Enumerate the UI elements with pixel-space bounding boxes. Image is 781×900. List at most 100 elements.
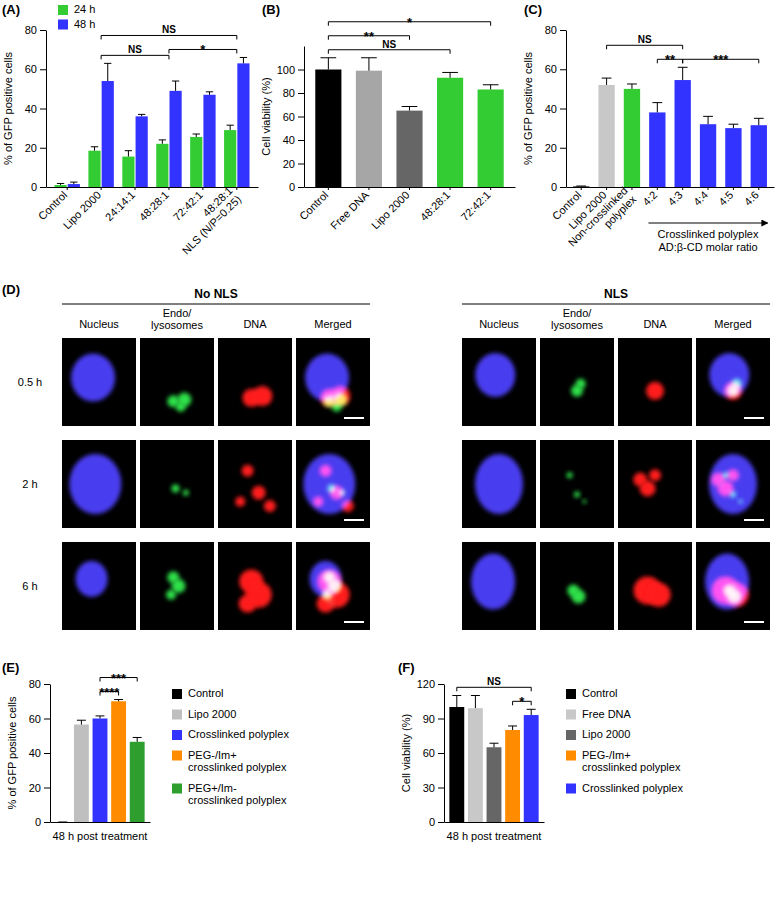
group-label-line: AD:β-CD molar ratio [658, 241, 757, 253]
error-cap [627, 83, 637, 84]
dna-stain [330, 486, 344, 500]
plot-marks [449, 696, 538, 823]
x-axis: ControlFree DNALipo 200048:28:172:42:1 [297, 187, 516, 232]
legend-swatch [172, 751, 182, 761]
y-tick: 0 [35, 816, 50, 828]
error-cap [159, 139, 166, 140]
micrograph-background [62, 440, 136, 528]
dna-stain [718, 480, 734, 496]
nucleus-stain [709, 454, 757, 514]
column-header: DNA [643, 318, 667, 330]
error-bar [175, 81, 176, 91]
error-cap [104, 63, 111, 64]
legend-swatch [58, 20, 68, 30]
micrograph-background [618, 542, 692, 630]
error-cap [227, 125, 234, 126]
legend-label-line: crosslinked polyplex [188, 794, 287, 806]
micrograph [696, 440, 770, 528]
x-tick: 48:28:1NLS (N/P=0.25) [171, 184, 243, 256]
significance-label: * [519, 694, 525, 709]
x-tick-label: 4:3 [666, 189, 685, 208]
y-tick-mark [438, 788, 444, 789]
y-tick: 60 [283, 111, 304, 123]
legend-label-line: Control [188, 687, 223, 699]
x-tick: 24:14:1 [103, 187, 137, 223]
column-header: Endo/lysosomes [551, 307, 603, 331]
y-tick-label: 20 [283, 158, 295, 170]
y-tick-label: 0 [31, 181, 37, 193]
bar [624, 89, 640, 187]
x-tick-mark [328, 187, 329, 190]
micrograph [296, 542, 370, 630]
error-cap [678, 67, 688, 68]
legend-label: PEG-/Im+crosslinked polyplex [582, 749, 681, 773]
x-tick-label: Control [36, 189, 70, 223]
bar [700, 124, 716, 187]
dna-stain [239, 595, 257, 613]
micrograph [218, 338, 292, 426]
y-tick-label: 80 [25, 24, 37, 36]
y-axis-title: % of GFP positive cells [2, 52, 14, 165]
bar [54, 185, 66, 187]
column-header: Merged [314, 318, 351, 330]
x-axis: ControlLipo 200024:14:148:28:172:42:148:… [36, 184, 259, 256]
legend: ControlFree DNALipo 2000PEG-/Im+crosslin… [566, 687, 683, 794]
panel-letter: (E) [2, 660, 19, 675]
error-bar [708, 116, 709, 124]
error-cap [206, 91, 213, 92]
x-tick-label: Lipo 2000 [369, 189, 412, 232]
y-tick-mark [44, 822, 50, 823]
x-tick-label: Control [297, 189, 331, 223]
error-cap [483, 84, 499, 85]
column-header-line: Endo/ [563, 307, 593, 319]
figure: (A)020406080ControlLipo 200024:14:148:28… [0, 0, 781, 900]
micrograph-background [140, 338, 214, 426]
micrograph [618, 338, 692, 426]
y-tick-mark [44, 788, 50, 789]
dna-stain [724, 382, 742, 400]
x-tick-label: Free DNA [328, 188, 372, 232]
y-tick-label: 0 [35, 816, 41, 828]
endosome-stain [571, 590, 585, 604]
x-tick: 4:3 [666, 187, 685, 208]
legend-label: 48 h [74, 18, 95, 30]
x-tick-label: 4:2 [640, 189, 659, 208]
endosome-stain [574, 492, 580, 498]
y-tick: 60 [423, 747, 444, 759]
x-tick: 4:6 [742, 187, 761, 208]
y-tick-label: 80 [283, 87, 295, 99]
bar [68, 184, 80, 187]
bar [675, 80, 691, 187]
micrograph-background [540, 440, 614, 528]
dna-stain [320, 465, 332, 477]
micrograph-background [696, 440, 770, 528]
bar [136, 116, 148, 187]
scale-bar [744, 519, 764, 521]
y-tick: 0 [31, 181, 46, 193]
error-cap [754, 118, 764, 119]
x-tick: 4:5 [716, 187, 735, 208]
panel-letter: (F) [398, 660, 415, 675]
y-tick-mark [40, 187, 46, 188]
y-tick-label: 60 [283, 111, 295, 123]
legend-swatch [566, 784, 576, 794]
x-tick-label: 24:14:1 [103, 189, 137, 223]
bar [356, 71, 382, 187]
micrograph-background [62, 338, 136, 426]
panel: (A)020406080ControlLipo 200024:14:148:28… [2, 2, 259, 257]
error-bar [94, 147, 95, 151]
y-tick: 20 [25, 142, 46, 154]
x-axis-line [567, 187, 775, 188]
legend-label: Control [582, 687, 617, 699]
y-tick-mark [560, 109, 566, 110]
error-cap [240, 57, 247, 58]
panel: (E)02040608048 h post treatment% of GFP … [2, 660, 289, 842]
y-tick-mark [298, 187, 304, 188]
y-tick-mark [560, 148, 566, 149]
x-tick-label: 72:42:1 [171, 189, 205, 223]
y-tick-label: 80 [29, 678, 41, 690]
y-tick-label: 40 [283, 134, 295, 146]
error-cap [576, 186, 586, 187]
column-header-line: Merged [314, 318, 351, 330]
y-tick-mark [298, 140, 304, 141]
